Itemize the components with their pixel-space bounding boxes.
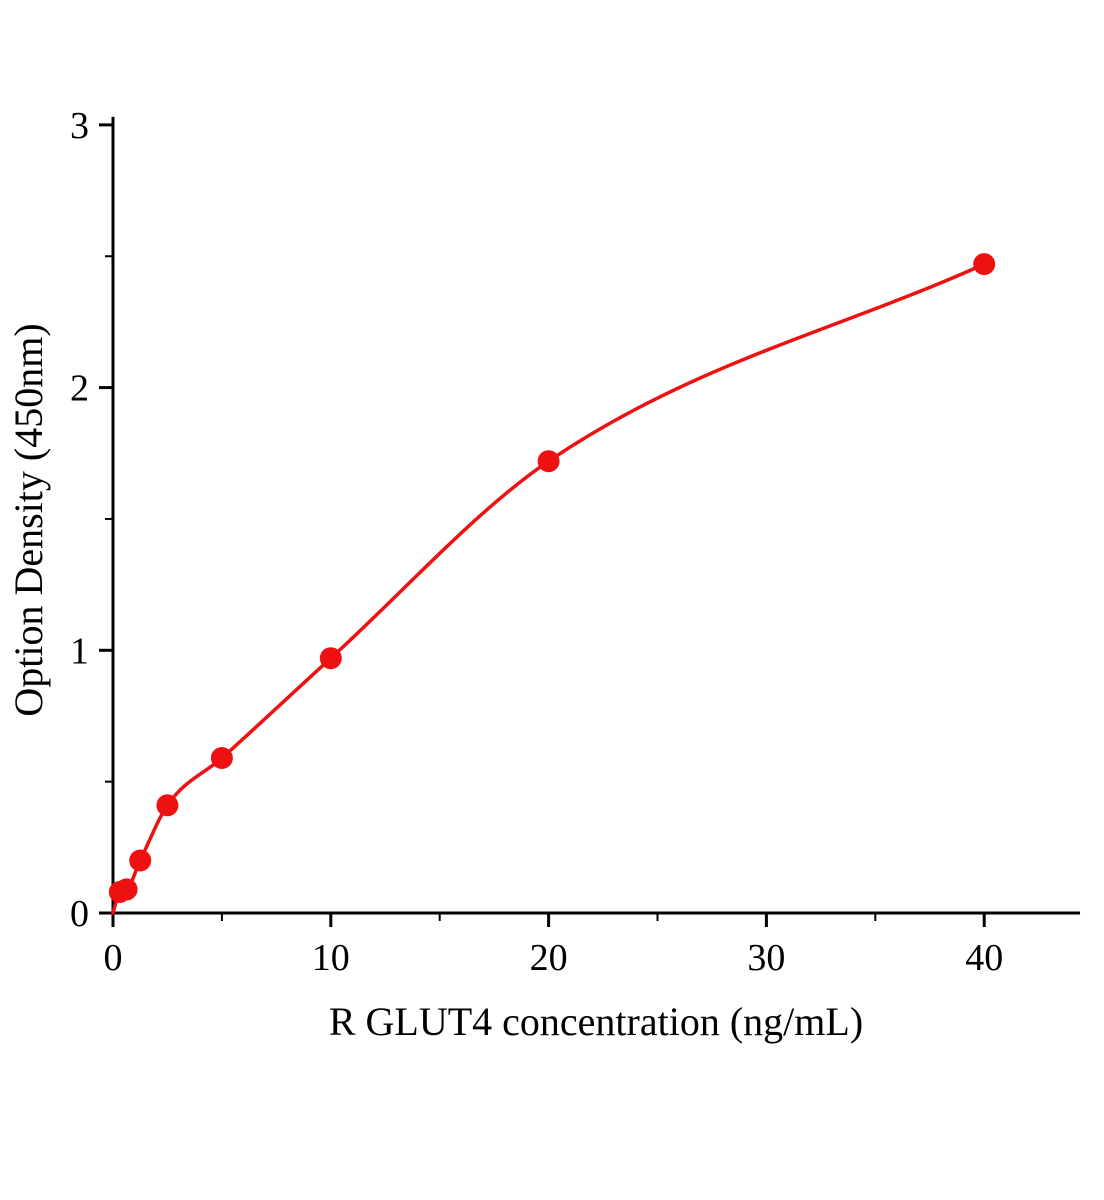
data-point (115, 878, 138, 901)
data-point (156, 794, 179, 817)
y-axis-tick-label: 2 (70, 368, 89, 410)
y-axis-label: Option Density (450nm) (6, 323, 51, 716)
x-axis-tick-label: 0 (104, 937, 123, 979)
data-point (210, 747, 233, 769)
y-axis-tick-label: 1 (70, 630, 89, 672)
y-axis-tick-label: 0 (70, 893, 89, 935)
data-point (973, 253, 996, 276)
x-axis-tick-label: 20 (530, 937, 568, 979)
x-axis-tick-label: 30 (747, 937, 785, 979)
y-axis-tick-label: 3 (70, 105, 89, 147)
data-point (319, 647, 342, 670)
fit-curve (111, 262, 986, 915)
data-point (537, 450, 560, 473)
plot-area: 0 10 20 30 40 0 1 2 3 (70, 105, 1081, 979)
x-axis-tick-label: 10 (312, 937, 350, 979)
x-axis-label: R GLUT4 concentration (ng/mL) (329, 999, 863, 1044)
data-point (129, 849, 152, 872)
x-axis-tick-label: 40 (965, 937, 1003, 979)
